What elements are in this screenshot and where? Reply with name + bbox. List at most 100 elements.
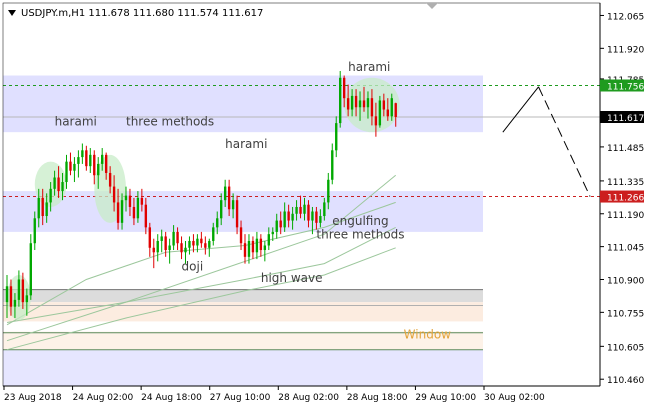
candles-layer — [5, 70, 397, 319]
candle-body — [370, 98, 374, 117]
candle-body — [295, 206, 298, 214]
candle-body — [184, 247, 187, 253]
x-ticks-layer: 23 Aug 2018 24 Aug 02:00 24 Aug 18:00 27 Au… — [3, 386, 545, 403]
candle-body — [5, 286, 9, 303]
candle-body — [200, 238, 203, 244]
candle-body — [97, 163, 100, 176]
zones-layer — [3, 75, 483, 386]
price-tag-label: 111.756 — [607, 82, 644, 92]
candle-body — [259, 238, 263, 251]
candle-body — [57, 177, 60, 192]
scroll-marker-icon[interactable] — [426, 3, 438, 9]
candle-body — [85, 150, 88, 167]
candle-body — [160, 236, 163, 241]
chart-title: USDJPY.m,H1 111.678 111.680 111.574 111.… — [21, 8, 263, 19]
y-tick-label: 111.485 — [607, 144, 644, 154]
candle-body — [136, 197, 140, 219]
candle-body — [128, 195, 132, 207]
candle-body — [287, 211, 290, 221]
candle-body — [148, 227, 151, 248]
x-tick-label: 30 Aug 02:00 — [484, 393, 545, 403]
candle-body — [156, 240, 159, 253]
candle-body — [239, 227, 243, 244]
candle-body — [346, 98, 350, 110]
candle-body — [176, 231, 179, 244]
projection-segment — [538, 86, 591, 197]
zone-band — [3, 349, 483, 386]
x-tick-label: 24 Aug 02:00 — [73, 393, 134, 403]
y-tick-label: 110.900 — [607, 276, 644, 286]
y-tick-label: 111.335 — [607, 178, 644, 188]
candle-body — [386, 109, 389, 117]
candle-body — [152, 247, 155, 253]
price-tag — [600, 110, 644, 123]
candle-body — [374, 116, 378, 126]
candle-body — [390, 98, 393, 117]
candle-body — [235, 200, 239, 228]
candle-body — [378, 100, 382, 126]
candle-body — [49, 188, 52, 203]
x-tick-label: 28 Aug 18:00 — [347, 393, 408, 403]
candle-body — [339, 77, 342, 124]
candle-body — [17, 279, 21, 300]
candle-body — [354, 95, 358, 108]
candle-body — [168, 245, 171, 251]
y-tick-label: 110.755 — [607, 309, 644, 319]
candle-body — [255, 238, 259, 253]
candle-body — [247, 240, 251, 257]
candle-body — [291, 213, 294, 221]
x-tick-label: 28 Aug 02:00 — [278, 393, 339, 403]
candle-body — [208, 240, 211, 248]
candle-body — [116, 202, 120, 223]
candle-body — [13, 299, 17, 307]
candle-body — [45, 202, 48, 217]
pattern-annotation: Window — [404, 327, 452, 341]
dropdown-arrow-icon[interactable] — [8, 10, 16, 16]
candle-body — [196, 238, 199, 246]
candle-body — [275, 220, 278, 232]
candle-body — [132, 206, 136, 219]
candle-body — [25, 295, 29, 303]
candle-body — [188, 240, 191, 248]
candle-body — [73, 163, 76, 171]
candle-body — [65, 161, 68, 183]
candle-body — [358, 100, 362, 108]
moving-average-line — [6, 226, 396, 342]
candle-body — [394, 103, 397, 117]
pattern-annotation: harami — [348, 60, 390, 74]
zone-band — [3, 331, 483, 350]
candle-body — [342, 77, 346, 99]
zone-band — [3, 191, 483, 232]
candle-body — [227, 186, 231, 210]
candle-body — [37, 197, 40, 219]
candle-body — [112, 186, 116, 203]
y-tick-label: 112.065 — [607, 12, 644, 22]
y-tick-label: 110.605 — [607, 343, 644, 353]
candle-body — [172, 231, 175, 246]
candle-body — [61, 182, 64, 192]
candle-body — [299, 206, 302, 214]
zone-band — [3, 289, 483, 303]
candle-body — [120, 200, 124, 223]
candle-body — [327, 179, 330, 203]
candle-body — [335, 123, 338, 151]
pattern-annotation: three methods — [126, 114, 214, 128]
candle-body — [362, 100, 366, 108]
candle-body — [223, 186, 227, 201]
candle-body — [93, 154, 96, 176]
candle-body — [350, 95, 354, 110]
candle-body — [140, 197, 144, 205]
candle-body — [29, 243, 32, 296]
candle-body — [279, 220, 282, 228]
candle-body — [81, 150, 84, 158]
candle-body — [53, 177, 56, 189]
candle-body — [319, 216, 322, 223]
pattern-annotation: harami — [55, 114, 97, 128]
price-tag — [600, 79, 644, 92]
candle-body — [89, 154, 92, 167]
x-tick-label: 23 Aug 2018 — [4, 393, 62, 403]
price-tag — [600, 190, 644, 203]
pattern-annotation: harami — [225, 137, 267, 151]
x-tick-label: 29 Aug 10:00 — [415, 393, 476, 403]
